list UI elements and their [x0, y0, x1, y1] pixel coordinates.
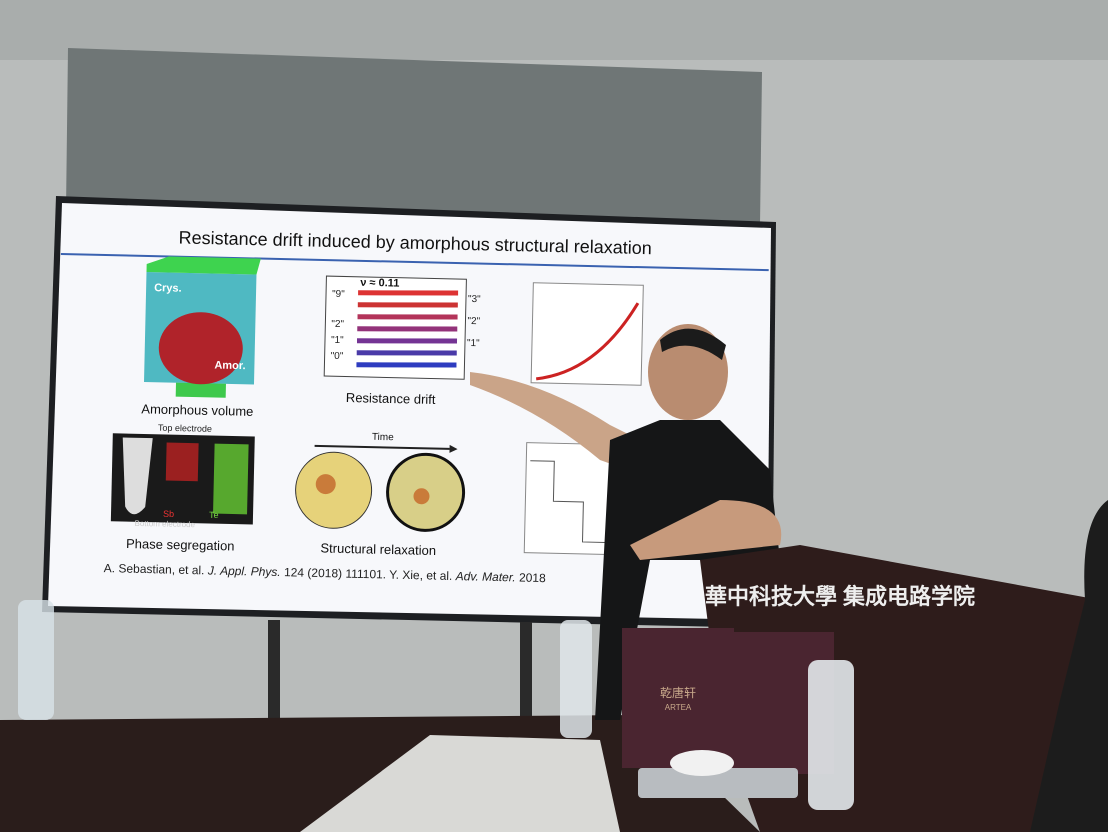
stand-leg	[520, 622, 532, 722]
label: "2"	[467, 316, 480, 327]
trace	[358, 290, 459, 296]
cluster	[413, 488, 430, 505]
label: Te	[209, 510, 219, 520]
trace	[357, 314, 458, 320]
label: Sb	[163, 509, 174, 519]
label: Bottom electrode	[134, 519, 195, 529]
label: "1"	[331, 335, 344, 346]
stand-leg	[268, 620, 280, 720]
mouse	[670, 750, 734, 776]
laptop	[638, 768, 798, 798]
bottle	[560, 620, 592, 738]
forearm	[630, 500, 782, 560]
label: Amor.	[214, 359, 245, 372]
trace	[356, 338, 458, 344]
drift-traces	[356, 290, 459, 368]
bottom-electrode	[175, 382, 226, 398]
shirt	[595, 420, 780, 720]
arrow-head	[449, 444, 458, 453]
time-arrow	[314, 444, 450, 450]
window	[66, 48, 762, 225]
tem-column	[122, 437, 153, 515]
label: "0"	[331, 351, 344, 362]
arm	[470, 372, 640, 470]
sb-map	[165, 442, 199, 482]
label: "3"	[468, 294, 481, 305]
citation-part: J. Appl. Phys.	[207, 564, 281, 580]
trace	[357, 302, 458, 308]
conductance-plot	[530, 282, 644, 386]
conductance-curve	[536, 302, 640, 381]
trace	[356, 362, 457, 368]
dos-curve	[530, 460, 611, 544]
slide-content: Resistance drift induced by amorphous st…	[60, 227, 769, 585]
hair	[660, 328, 726, 360]
label: "1"	[467, 338, 480, 349]
bag-text: 乾唐轩	[660, 685, 696, 700]
ceiling	[0, 0, 1108, 60]
bottle	[808, 660, 854, 810]
citation-part: Adv. Mater.	[455, 569, 516, 584]
label: "9"	[332, 289, 345, 300]
trace	[356, 350, 457, 356]
cluster	[315, 474, 336, 495]
citation-part: 124 (2018) 111101. Y. Xie, et al.	[281, 565, 456, 583]
label: Crys.	[154, 282, 182, 295]
top-electrode	[146, 256, 261, 275]
papers	[300, 735, 620, 832]
podium-text: 華中科技大學 集成电路学院	[705, 584, 975, 609]
citation-part: 2018	[516, 571, 547, 586]
bag-brand: ARTEA	[665, 703, 692, 712]
citation-part: A. Sebastian, et al.	[104, 561, 208, 577]
amorphous-region	[158, 312, 243, 385]
citation: A. Sebastian, et al. J. Appl. Phys. 124 …	[104, 561, 547, 585]
caption: Amorphous volume	[141, 401, 253, 419]
label: ν ≈ 0.11	[360, 277, 399, 290]
te-map	[213, 443, 249, 515]
trace	[357, 326, 458, 332]
label: "2"	[331, 319, 344, 330]
label: Top electrode	[158, 423, 212, 434]
bottle	[18, 600, 54, 720]
audience-member	[1030, 500, 1108, 832]
caption: Structural relaxation	[320, 540, 436, 558]
caption: Resistance drift	[346, 390, 436, 407]
label: Time	[372, 432, 395, 444]
caption: Phase segregation	[126, 536, 235, 553]
gift-bag	[622, 628, 734, 768]
